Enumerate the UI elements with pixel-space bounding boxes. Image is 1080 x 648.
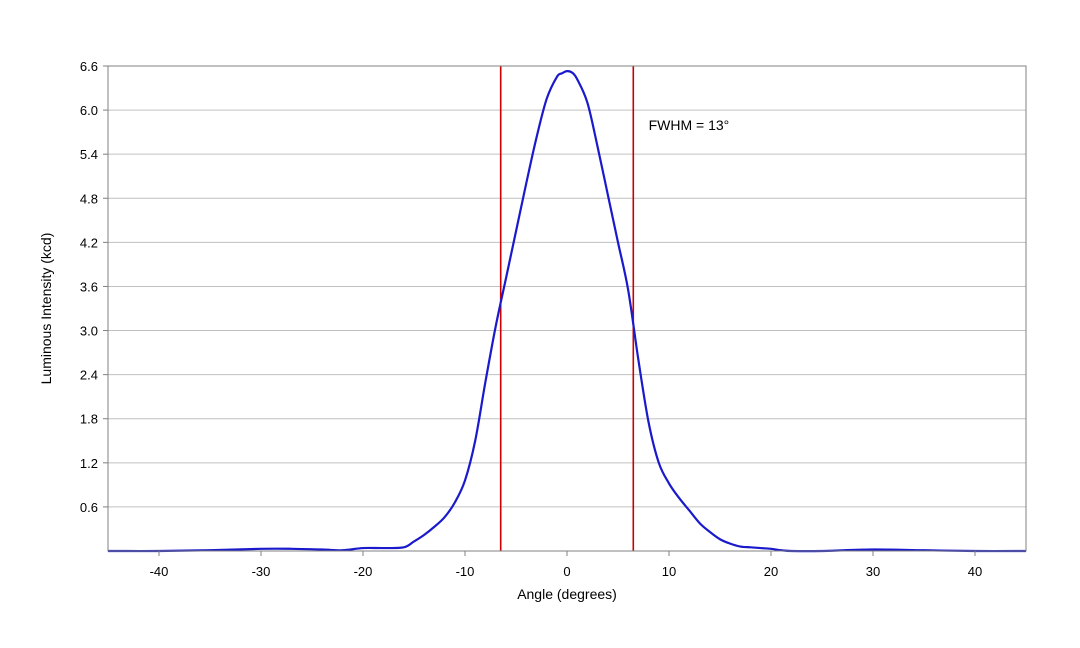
x-tick-label-4: 0	[563, 564, 570, 579]
y-tick-label-8: 5.4	[80, 147, 98, 162]
y-tick-label-9: 6.0	[80, 103, 98, 118]
y-tick-label-10: 6.6	[80, 59, 98, 74]
y-tick-label-1: 1.2	[80, 456, 98, 471]
y-axis-ticks: 0.6 1.2 1.8 2.4 3.0 3.6 4.2 4.8 5.4 6.0 6.6	[80, 59, 108, 515]
annotation-fwhm-0: FWHM = 13°	[649, 117, 730, 133]
x-tick-label-7: 30	[866, 564, 880, 579]
x-tick-label-1: -30	[252, 564, 271, 579]
x-axis-ticks: -40 -30 -20 -10 0 10 20 30 40	[150, 551, 982, 579]
x-tick-label-3: -10	[456, 564, 475, 579]
x-tick-label-6: 20	[764, 564, 778, 579]
y-tick-label-7: 4.8	[80, 191, 98, 206]
y-tick-label-5: 3.6	[80, 279, 98, 294]
y-tick-label-3: 2.4	[80, 368, 98, 383]
fwhm-reference-lines	[499, 66, 635, 551]
x-tick-label-8: 40	[968, 564, 982, 579]
y-axis-label: Luminous Intensity (kcd)	[38, 233, 54, 385]
x-axis-label: Angle (degrees)	[517, 586, 617, 602]
y-tick-label-4: 3.0	[80, 324, 98, 339]
y-tick-label-6: 4.2	[80, 235, 98, 250]
series-line-0	[107, 70, 1027, 553]
annotations: FWHM = 13°	[649, 117, 730, 133]
x-tick-label-5: 10	[662, 564, 676, 579]
x-tick-label-2: -20	[354, 564, 373, 579]
x-tick-label-0: -40	[150, 564, 169, 579]
y-tick-label-2: 1.8	[80, 412, 98, 427]
y-tick-label-0: 0.6	[80, 500, 98, 515]
series-group	[107, 70, 1027, 553]
